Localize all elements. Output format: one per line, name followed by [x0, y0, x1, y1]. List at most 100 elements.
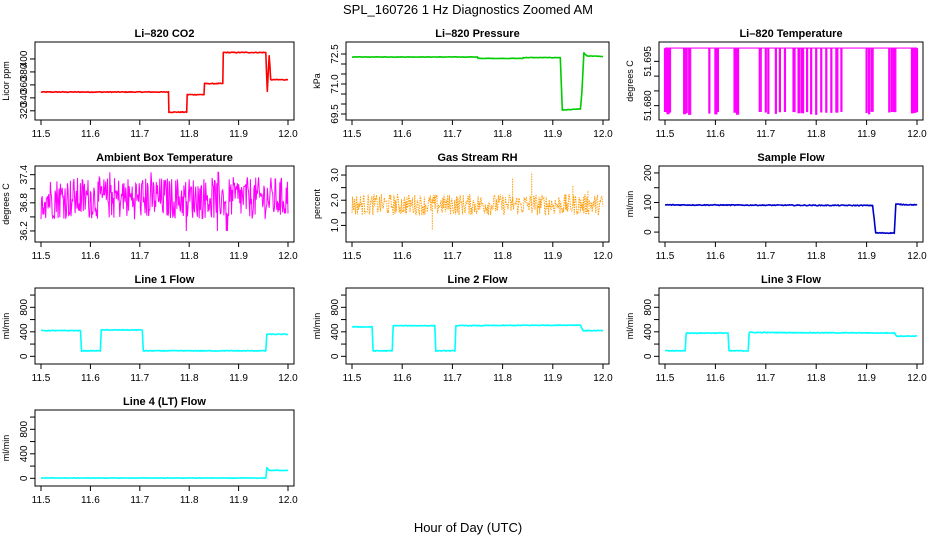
x-tick-label: 11.5 [32, 373, 51, 384]
y-tick-label: 0 [330, 353, 341, 359]
x-tick-label: 11.6 [393, 373, 412, 384]
panel-title: Li–820 Temperature [739, 28, 842, 40]
plot-area [664, 331, 918, 352]
x-tick-label: 11.7 [756, 251, 775, 262]
x-tick-label: 12.0 [278, 251, 298, 262]
y-tick-label: 0 [643, 229, 654, 235]
y-axis-label: kPa [312, 73, 322, 89]
x-tick-label: 11.7 [756, 129, 775, 140]
x-tick-label: 11.9 [543, 129, 562, 140]
x-tick-label: 11.5 [656, 129, 675, 140]
x-tick-label: 11.9 [229, 251, 248, 262]
plot-area [41, 328, 289, 352]
x-tick-label: 12.0 [278, 373, 298, 384]
panel-title: Li–820 CO2 [135, 28, 195, 40]
y-tick-label: 51.680 [643, 90, 654, 121]
y-tick-label: 36.8 [19, 193, 30, 213]
panel-title: Sample Flow [757, 152, 825, 164]
panel-title: Gas Stream RH [437, 152, 517, 164]
y-tick-label: 72.5 [330, 44, 341, 64]
y-tick-label: 2.0 [330, 193, 341, 207]
x-axis-title: Hour of Day (UTC) [414, 520, 522, 535]
plot-frame [34, 41, 295, 121]
figure-title: SPL_160726 1 Hz Diagnostics Zoomed AM [343, 2, 593, 17]
y-tick-label: 380 [19, 63, 30, 80]
plot-area [664, 203, 918, 235]
y-tick-label: 36.2 [19, 221, 30, 241]
y-axis-label: ml/min [1, 435, 11, 462]
x-tick-label: 11.5 [32, 251, 51, 262]
panel-title: Line 4 (LT) Flow [123, 396, 206, 408]
x-tick-label: 11.6 [81, 373, 100, 384]
x-tick-label: 11.7 [130, 129, 149, 140]
plot-area [663, 47, 919, 115]
plot-frame [658, 165, 924, 243]
x-tick-label: 11.7 [443, 129, 462, 140]
x-tick-label: 11.6 [706, 373, 725, 384]
plot-frame [658, 287, 924, 365]
panel-6: Sample Flow ml/min 11.5 11.6 11.7 11.8 11.9 12.… [625, 152, 927, 262]
y-axis-label: ml/min [312, 313, 322, 340]
x-tick-label: 11.9 [857, 129, 876, 140]
x-tick-label: 12.0 [278, 129, 298, 140]
x-tick-label: 11.9 [857, 373, 876, 384]
y-tick-label: 800 [19, 299, 30, 316]
y-tick-label: 37.4 [19, 165, 30, 185]
x-tick-label: 11.9 [543, 251, 562, 262]
plot-frame [345, 287, 610, 365]
x-tick-label: 11.8 [493, 251, 512, 262]
series-points [351, 193, 604, 216]
y-axis-label: degrees C [1, 183, 11, 225]
y-tick-label: 0 [19, 475, 30, 481]
y-axis-label: degrees C [625, 60, 635, 102]
y-tick-label: 0 [19, 353, 30, 359]
plot-area [40, 171, 289, 232]
x-tick-label: 11.9 [229, 129, 248, 140]
panel-1: Li–820 CO2 Licor ppm 11.5 11.6 11.7 11.8 11.9 1… [1, 28, 298, 140]
plot-area [40, 51, 289, 114]
x-tick-label: 11.5 [656, 373, 675, 384]
plot-frame [34, 165, 295, 243]
panel-7: Line 1 Flow ml/min 11.5 11.6 11.7 11.8 11.9 12.… [1, 274, 298, 384]
x-tick-label: 11.8 [180, 251, 199, 262]
x-tick-label: 12.0 [593, 129, 613, 140]
x-tick-label: 11.9 [229, 373, 248, 384]
panel-8: Line 2 Flow ml/min 11.5 11.6 11.7 11.8 11.9 12.… [312, 274, 613, 384]
x-tick-label: 12.0 [907, 373, 927, 384]
plot-area [351, 172, 604, 231]
series-line [664, 203, 918, 235]
panel-10: Line 4 (LT) Flow ml/min 11.5 11.6 11.7 11.8 11… [1, 396, 298, 506]
x-tick-label: 11.7 [130, 251, 149, 262]
y-tick-label: 800 [19, 421, 30, 438]
panel-title: Line 2 Flow [448, 274, 508, 286]
series-line [351, 324, 604, 352]
y-tick-label: 51.695 [643, 46, 654, 77]
plot-frame [345, 165, 610, 243]
x-tick-label: 11.6 [393, 251, 412, 262]
series-line [352, 52, 604, 111]
y-tick-label: 69.5 [330, 104, 341, 124]
x-tick-label: 11.9 [857, 251, 876, 262]
panel-title: Ambient Box Temperature [96, 152, 233, 164]
x-tick-label: 11.6 [706, 129, 725, 140]
x-tick-label: 11.7 [443, 251, 462, 262]
y-axis-label: ml/min [1, 313, 11, 340]
plot-frame [658, 41, 924, 121]
y-axis-label: percent [312, 188, 322, 219]
x-tick-label: 11.7 [756, 373, 775, 384]
x-tick-label: 11.8 [180, 129, 199, 140]
y-tick-label: 100 [643, 194, 654, 211]
y-tick-label: 320 [19, 102, 30, 119]
y-axis-label: ml/min [625, 313, 635, 340]
x-tick-label: 12.0 [278, 495, 298, 506]
plot-area [40, 466, 289, 480]
x-tick-label: 12.0 [907, 129, 927, 140]
x-tick-label: 11.8 [807, 373, 826, 384]
series-line [664, 331, 918, 352]
series-line [41, 328, 289, 352]
x-tick-label: 12.0 [907, 251, 927, 262]
x-tick-label: 11.6 [393, 129, 412, 140]
y-tick-label: 400 [643, 323, 654, 340]
plot-frame [34, 409, 295, 487]
